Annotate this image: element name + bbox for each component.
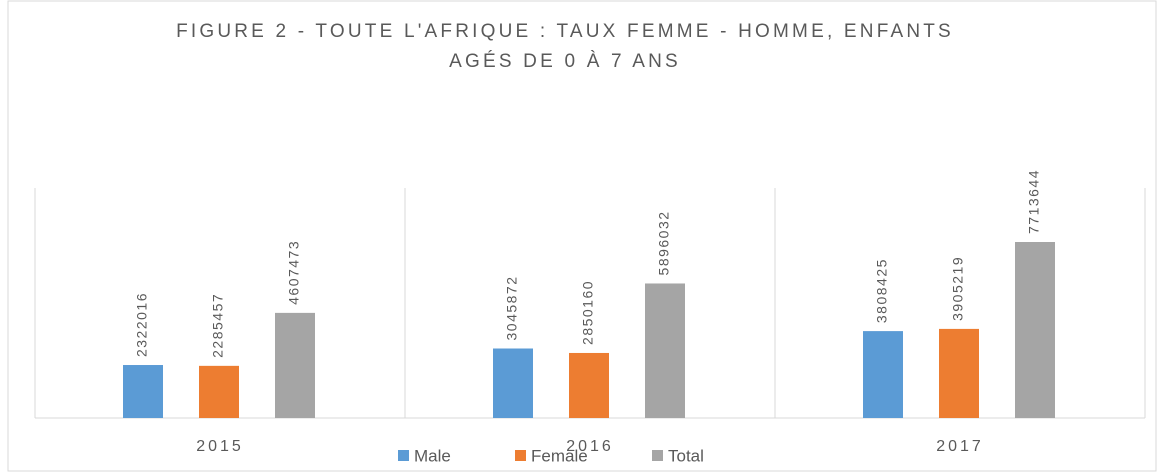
bar <box>199 365 239 418</box>
data-label: 2322016 <box>134 292 150 357</box>
data-label: 2285457 <box>210 293 226 358</box>
bar <box>939 328 979 418</box>
bar <box>1015 242 1055 418</box>
x-tick-label: 2015 <box>196 438 244 455</box>
data-label: 3808425 <box>874 258 890 323</box>
legend-swatch <box>652 450 663 461</box>
bar <box>569 352 609 418</box>
legend-label: Female <box>531 446 588 465</box>
data-label: 3045872 <box>504 275 520 340</box>
data-label: 2850160 <box>580 280 596 345</box>
bar <box>275 312 315 418</box>
legend-label: Total <box>668 446 704 465</box>
bar <box>863 331 903 418</box>
chart-title: FIGURE 2 - TOUTE L'AFRIQUE : TAUX FEMME … <box>176 21 954 42</box>
x-tick-label: 2016 <box>566 438 614 455</box>
legend-label: Male <box>414 446 451 465</box>
bar <box>123 365 163 418</box>
x-tick-label: 2017 <box>936 438 984 455</box>
legend-swatch <box>398 450 409 461</box>
data-label: 4607473 <box>286 240 302 305</box>
chart-title: AGÉS DE 0 À 7 ANS <box>449 51 681 72</box>
data-label: 3905219 <box>950 256 966 321</box>
legend-swatch <box>515 450 526 461</box>
data-label: 5896032 <box>656 210 672 275</box>
bar <box>493 348 533 418</box>
bar <box>645 283 685 418</box>
data-label: 7713644 <box>1026 169 1042 234</box>
